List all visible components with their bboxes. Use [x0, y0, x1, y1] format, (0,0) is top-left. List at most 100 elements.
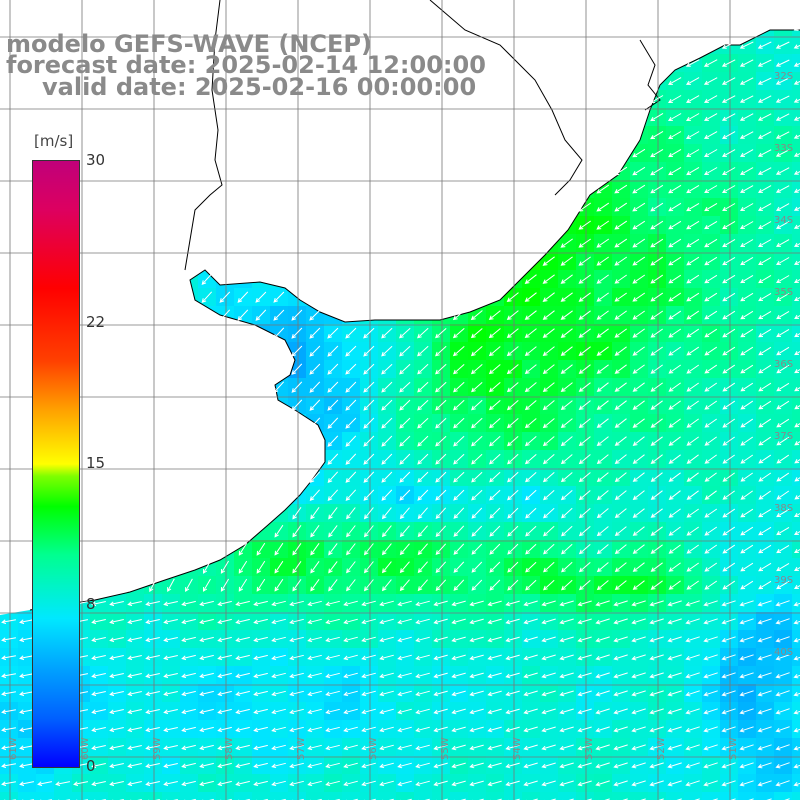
wind-arrow	[109, 763, 124, 769]
wind-arrow	[327, 471, 339, 483]
wind-arrow	[289, 636, 304, 643]
wind-arrow	[415, 762, 430, 769]
wind-arrow	[739, 618, 754, 625]
wind-arrow	[775, 726, 790, 733]
wind-arrow	[307, 708, 322, 715]
wind-arrow	[471, 435, 483, 447]
wind-arrow	[668, 418, 681, 428]
wind-arrow	[614, 454, 627, 465]
wind-arrow	[668, 508, 681, 518]
wind-arrow	[704, 418, 717, 428]
wind-arrow	[19, 709, 34, 715]
wind-arrow	[650, 238, 664, 248]
latitude-label: 34S	[774, 215, 793, 226]
wind-arrow	[758, 203, 772, 211]
wind-arrow	[578, 202, 592, 212]
wind-arrow	[271, 672, 286, 679]
wind-arrow	[739, 654, 754, 661]
wind-arrow	[650, 490, 663, 500]
wind-cell	[414, 792, 433, 800]
wind-arrow	[685, 654, 700, 661]
wind-arrow	[1, 673, 16, 679]
wind-arrow	[451, 654, 466, 661]
wind-arrow	[415, 654, 430, 661]
wind-arrow	[542, 364, 555, 375]
wind-arrow	[793, 637, 800, 643]
wind-arrow	[417, 417, 429, 429]
wind-arrow	[435, 525, 447, 537]
wind-arrow	[235, 744, 250, 751]
wind-arrow	[793, 512, 800, 518]
wind-arrow	[667, 636, 682, 643]
wind-arrow	[397, 780, 412, 787]
wind-arrow	[721, 77, 736, 85]
wind-arrow	[345, 363, 357, 375]
wind-arrow	[757, 239, 772, 248]
wind-arrow	[577, 618, 592, 625]
wind-arrow	[775, 113, 790, 121]
wind-arrow	[561, 579, 573, 591]
wind-cell	[432, 792, 451, 800]
wind-arrow	[685, 690, 700, 697]
wind-arrow	[523, 780, 538, 787]
wind-arrow	[309, 345, 321, 357]
wind-arrow	[289, 780, 304, 787]
wind-arrow	[793, 781, 800, 787]
wind-arrow	[453, 381, 465, 393]
wind-arrow	[776, 293, 790, 302]
wind-arrow	[91, 727, 106, 733]
wind-arrow	[435, 471, 447, 483]
wind-arrow	[271, 600, 286, 607]
wind-arrow	[327, 363, 339, 375]
wind-arrow	[127, 619, 142, 625]
wind-arrow	[685, 780, 700, 787]
wind-cell	[792, 252, 800, 271]
wind-arrow	[525, 472, 537, 483]
wind-arrow	[778, 798, 790, 800]
wind-arrow	[417, 327, 429, 339]
wind-arrow	[704, 526, 718, 536]
wind-arrow	[469, 708, 484, 715]
wind-arrow	[471, 507, 483, 519]
wind-arrow	[667, 762, 682, 769]
wind-arrow	[505, 690, 520, 697]
wind-arrow	[542, 328, 555, 338]
wind-arrow	[703, 690, 718, 697]
wind-arrow	[453, 471, 465, 483]
wind-arrow	[758, 328, 772, 338]
wind-arrow	[109, 619, 124, 625]
wind-arrow	[471, 453, 483, 465]
wind-arrow	[685, 113, 700, 122]
wind-arrow	[650, 292, 664, 302]
wind-arrow	[379, 744, 394, 751]
wind-arrow	[397, 726, 412, 733]
wind-arrow	[559, 690, 574, 697]
wind-arrow	[776, 418, 790, 428]
wind-arrow	[309, 489, 320, 501]
wind-arrow	[415, 636, 430, 643]
wind-arrow	[345, 417, 357, 429]
wind-arrow	[758, 580, 772, 590]
wind-arrow	[614, 346, 627, 356]
latitude-label: 37S	[774, 431, 793, 442]
wind-arrow	[722, 310, 736, 320]
wind-arrow	[309, 399, 321, 411]
wind-arrow	[686, 526, 699, 536]
wind-cell	[702, 792, 721, 800]
wind-arrow	[397, 690, 412, 697]
wind-arrow	[127, 655, 142, 661]
wind-arrow	[722, 256, 736, 266]
wind-arrow	[346, 525, 356, 538]
wind-arrow	[470, 364, 483, 375]
wind-cell	[270, 792, 289, 800]
wind-arrow	[145, 709, 160, 715]
wind-arrow	[776, 544, 790, 554]
wind-cell	[792, 180, 800, 199]
wind-arrow	[542, 310, 555, 320]
wind-arrow	[704, 202, 718, 212]
wind-cell	[612, 792, 631, 800]
wind-cell	[792, 108, 800, 127]
wind-arrow	[775, 708, 790, 715]
wind-arrow	[758, 346, 772, 356]
wind-arrow	[722, 472, 735, 482]
